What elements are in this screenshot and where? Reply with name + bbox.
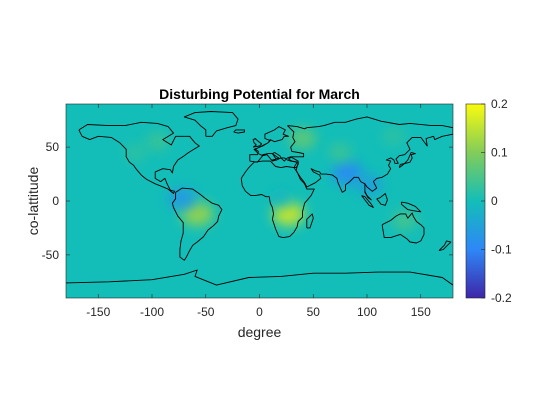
- x-tick-label: 150: [411, 305, 431, 319]
- coastline-segment: [361, 195, 374, 208]
- y-axis-label: co-lattitude: [25, 167, 41, 236]
- coastline-segment: [376, 193, 388, 206]
- coastline-segment: [183, 111, 239, 137]
- field-anomaly: [328, 143, 352, 162]
- x-tick-label: 100: [357, 305, 377, 319]
- chart-title: Disturbing Potential for March: [159, 86, 360, 102]
- coastline-outline: [66, 111, 453, 286]
- coastline-segment: [252, 138, 263, 148]
- coastline-segment: [249, 126, 299, 169]
- field-anomaly: [168, 188, 197, 210]
- field-anomaly: [332, 161, 363, 185]
- coastline-segment: [233, 129, 245, 134]
- y-tick-label: -50: [42, 248, 60, 262]
- colorbar: 0.2 0.1 0 -0.1 -0.2: [465, 97, 512, 305]
- colorbar-tick-label: -0.2: [491, 291, 512, 305]
- x-tick-label: 50: [307, 305, 321, 319]
- coastline-segment: [287, 116, 453, 201]
- x-axis: -150 -100 -50 0 50 100 150: [86, 104, 431, 319]
- field-anomaly: [382, 127, 405, 145]
- x-tick-label: -150: [86, 305, 110, 319]
- y-axis: -50 0 50: [42, 140, 453, 262]
- coastline-segment: [398, 152, 416, 168]
- x-tick-label: -50: [197, 305, 215, 319]
- coastline-segment: [78, 121, 200, 194]
- field-anomaly: [392, 210, 418, 230]
- colorbar-ticks: 0.2 0.1 0 -0.1 -0.2: [481, 97, 512, 305]
- coastline-segment: [171, 187, 223, 261]
- coastline-segment: [240, 160, 315, 239]
- x-tick-label: 0: [256, 305, 263, 319]
- field-anomaly: [272, 201, 305, 226]
- coastline-segment: [66, 269, 453, 286]
- coastline-segment: [381, 212, 425, 244]
- colorbar-tick-label: 0.2: [491, 97, 508, 111]
- colorbar-tick-label: 0.1: [491, 146, 508, 160]
- x-tick-label: -100: [140, 305, 164, 319]
- colorbar-tick-label: -0.1: [491, 243, 512, 257]
- plot-area: [65, 103, 454, 299]
- coastline-segment: [306, 213, 314, 229]
- colorbar-tick-label: 0: [491, 194, 498, 208]
- field-anomaly: [181, 201, 214, 226]
- y-tick-label: 0: [52, 194, 59, 208]
- field-anomaly: [270, 190, 292, 207]
- field-anomaly: [288, 128, 317, 149]
- y-tick-label: 50: [46, 140, 60, 154]
- x-axis-label: degree: [238, 324, 282, 340]
- field-anomaly: [145, 132, 170, 151]
- field-anomaly: [124, 144, 147, 161]
- coastline-segment: [438, 240, 452, 252]
- coastline-segment: [400, 201, 422, 213]
